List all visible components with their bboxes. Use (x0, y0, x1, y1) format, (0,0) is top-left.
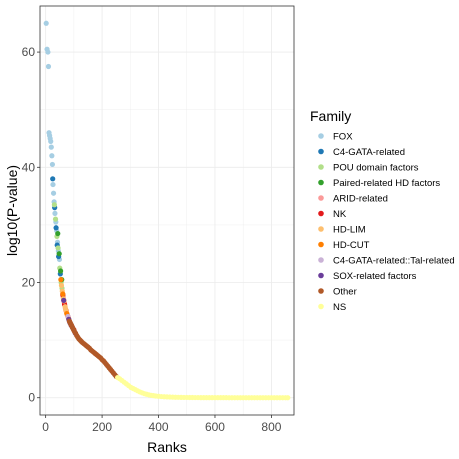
x-tick-label: 400 (149, 420, 169, 434)
legend: Family FOX C4-GATA-related POU domain fact… (310, 108, 455, 313)
data-point (50, 190, 57, 196)
legend-swatch (318, 272, 324, 279)
data-point (51, 202, 57, 208)
legend-label: Other (333, 287, 357, 298)
data-point (49, 161, 56, 168)
data-point (55, 230, 61, 237)
data-point (55, 245, 61, 251)
legend-swatch (318, 257, 324, 263)
x-tick-label: 800 (261, 420, 281, 434)
data-point (58, 282, 65, 288)
data-point (52, 216, 59, 222)
legend-swatch (318, 241, 324, 248)
x-tick-label: 0 (42, 420, 49, 434)
data-point (45, 63, 52, 70)
legend-swatch (318, 210, 324, 217)
axes: 0 200 400 600 800 0 20 40 60 (22, 45, 282, 434)
x-tick-label: 600 (205, 420, 225, 434)
y-tick-label: 40 (22, 160, 36, 174)
legend-label: C4-GATA-related (333, 147, 405, 158)
legend-swatch (318, 226, 324, 232)
data-point (50, 176, 56, 182)
data-point (60, 291, 66, 297)
data-point (56, 251, 62, 257)
legend-label: NS (333, 302, 346, 313)
legend-label: HD-CUT (333, 240, 370, 251)
data-point (52, 210, 58, 216)
y-axis-title: log10(P-value) (4, 165, 20, 256)
data-point (61, 297, 67, 303)
legend-label: HD-LIM (333, 225, 366, 236)
data-point (43, 20, 49, 26)
data-point (58, 277, 64, 283)
data-point (48, 144, 54, 150)
legend-swatch (318, 164, 324, 170)
x-axis-title: Ranks (147, 439, 187, 455)
legend-label: POU domain factors (333, 163, 419, 174)
legend-label: FOX (333, 132, 353, 143)
y-tick-label: 20 (22, 276, 36, 290)
legend-swatch (318, 195, 324, 201)
legend-label: Paired-related HD factors (333, 178, 440, 189)
data-point (49, 153, 55, 159)
data-point (45, 49, 51, 55)
y-tick-label: 0 (28, 391, 35, 405)
legend-label: SOX-related factors (333, 271, 417, 282)
legend-swatch (318, 148, 324, 155)
x-tick-label: 200 (92, 420, 112, 434)
data-point (50, 181, 56, 188)
y-tick-label: 60 (22, 45, 36, 59)
legend-title: Family (310, 108, 351, 124)
data-point (285, 395, 291, 401)
legend-swatch (318, 303, 324, 310)
data-point (48, 138, 54, 144)
legend-swatch (318, 179, 324, 186)
legend-swatch (318, 288, 324, 294)
legend-label: C4-GATA-related::Tal-related (333, 256, 455, 267)
data-points (43, 20, 291, 401)
legend-label: NK (333, 209, 347, 220)
panel-border (39, 5, 295, 416)
data-point (58, 268, 64, 274)
legend-swatch (318, 133, 324, 139)
legend-label: ARID-related (333, 194, 388, 205)
data-point (53, 225, 59, 231)
